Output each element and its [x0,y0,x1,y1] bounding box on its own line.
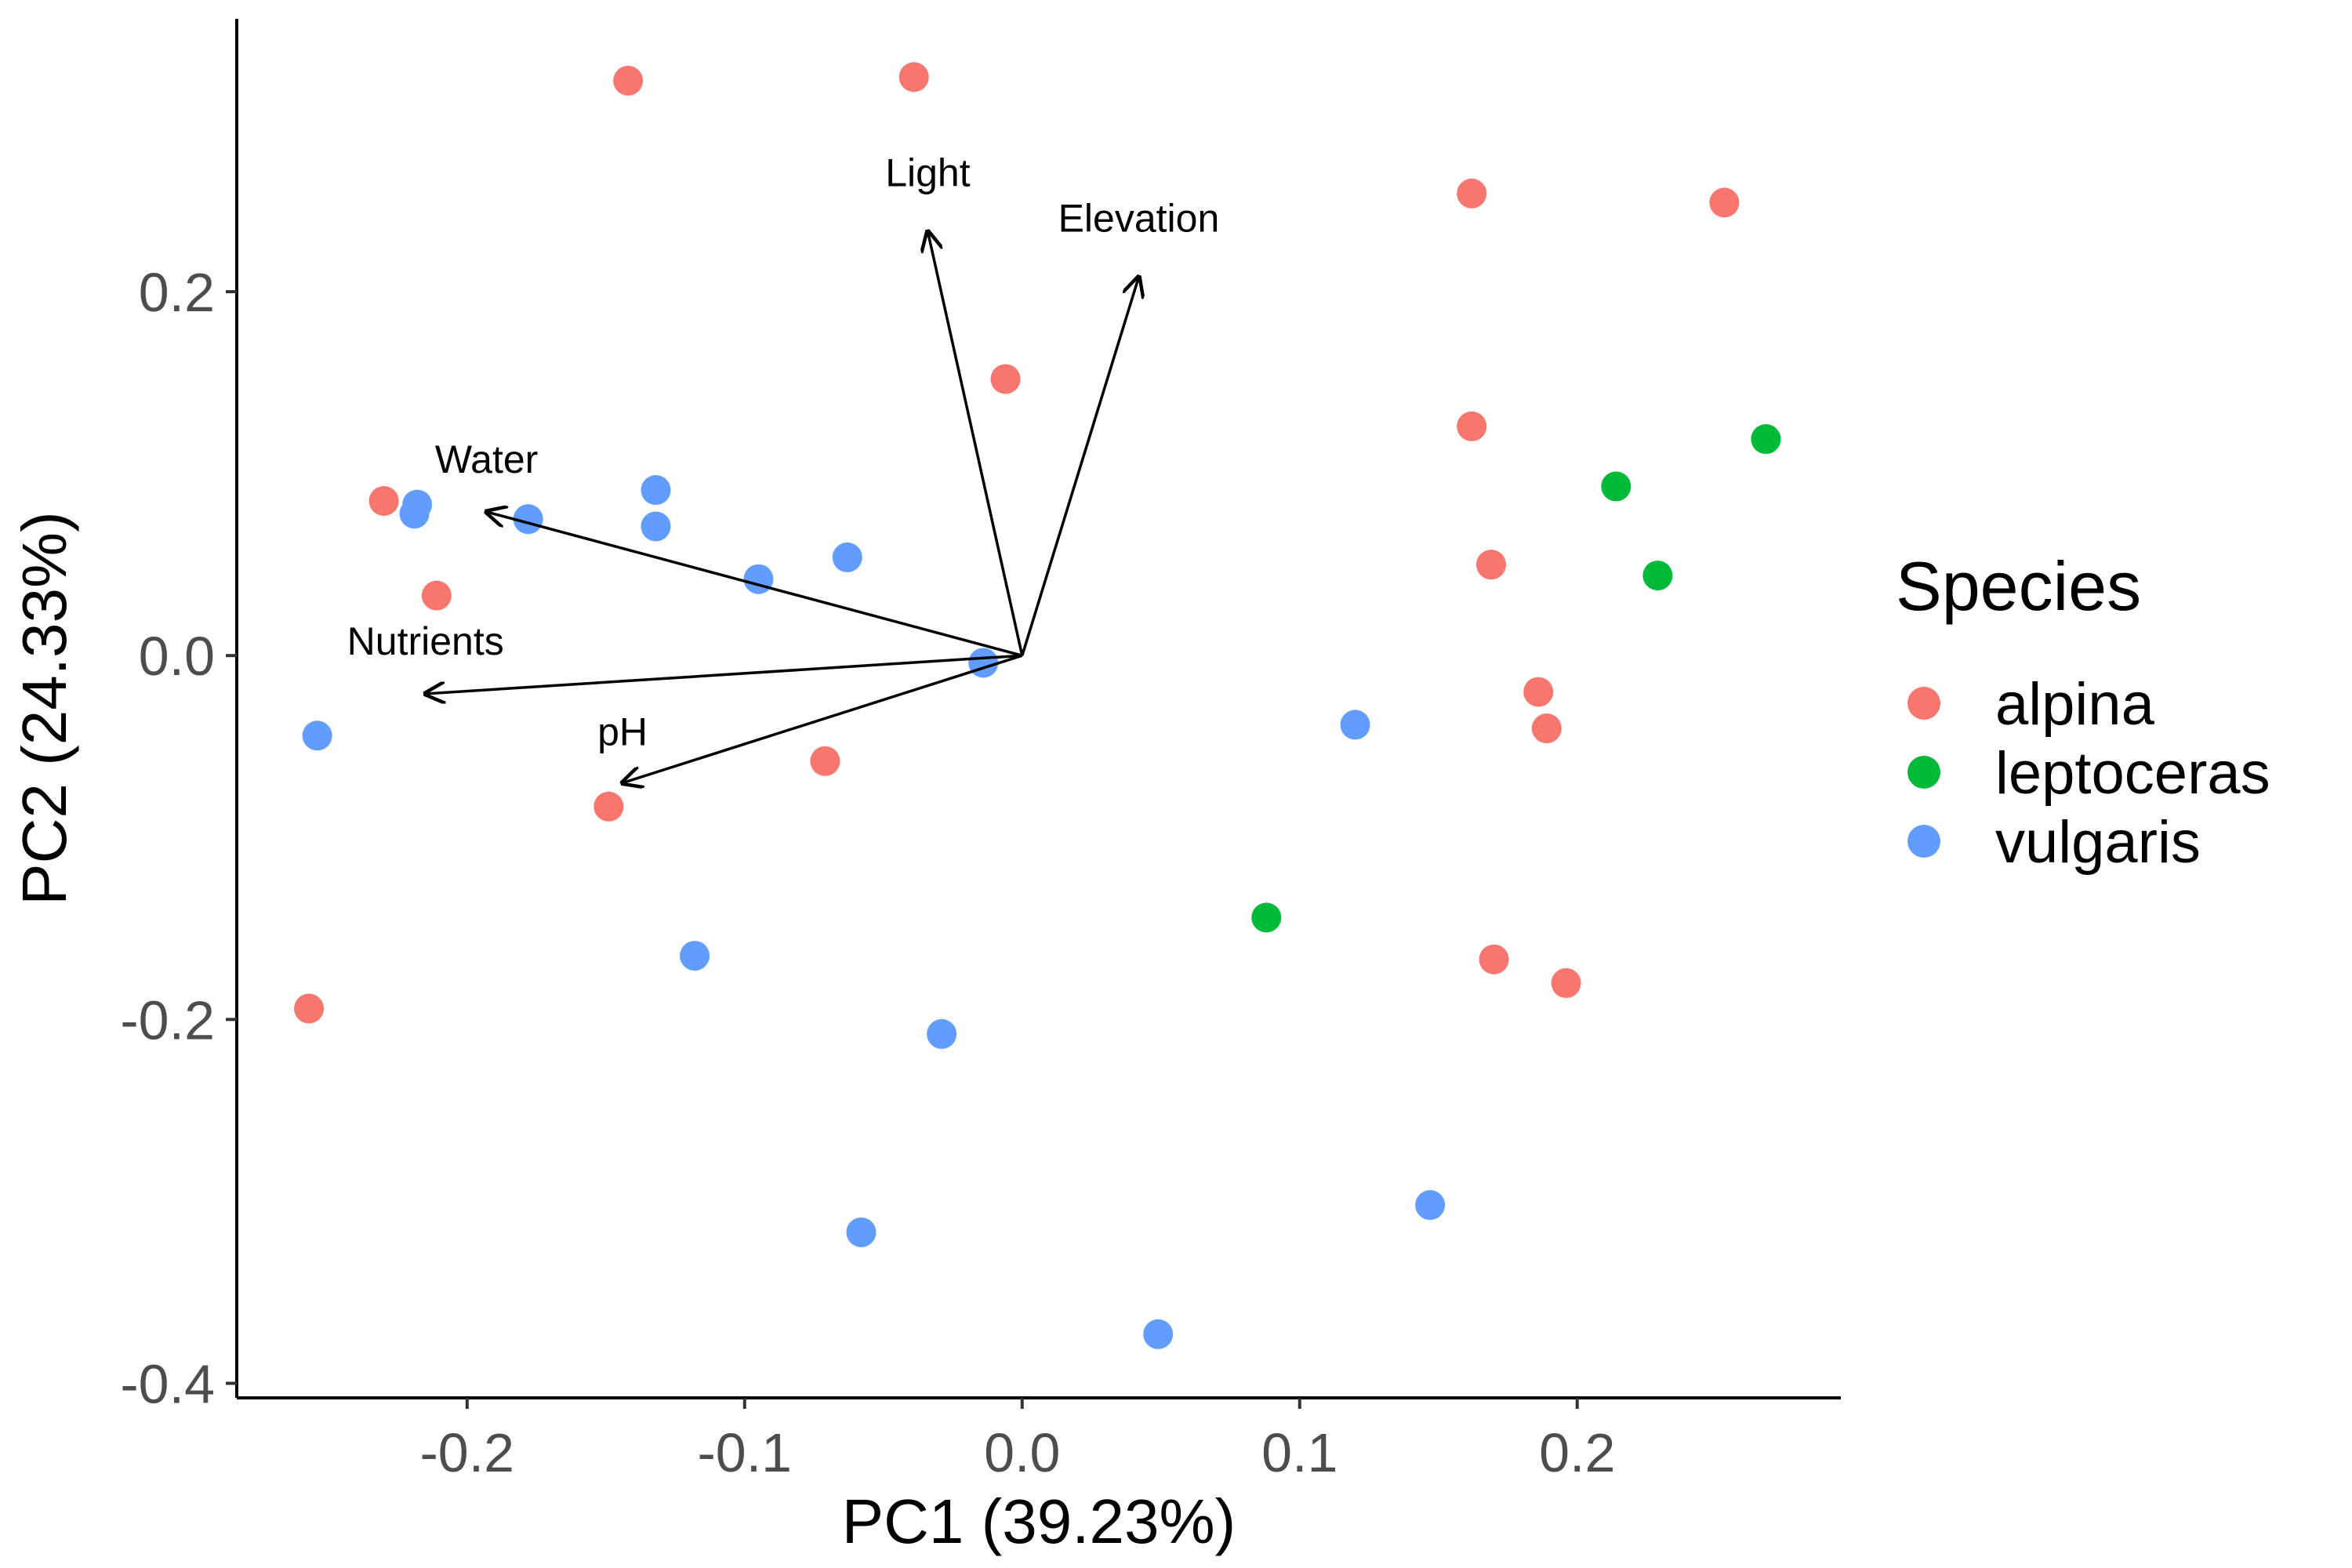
point-alpina [990,364,1021,394]
point-alpina [1709,187,1740,218]
point-vulgaris [641,511,671,542]
loading-arrow-light [927,232,1024,656]
point-leptoceras [1601,471,1632,502]
point-alpina [294,993,325,1024]
loading-labels-layer: Light Elevation Water Nutrients pH [347,151,1220,754]
y-tick-label: -0.2 [120,989,215,1051]
point-leptoceras [1751,424,1781,455]
loading-label-light: Light [885,151,971,195]
point-vulgaris [302,720,332,751]
loading-arrow-nutrients [426,654,1022,694]
legend-label-leptoceras: leptoceras [1995,740,2270,807]
x-tick-label: -0.1 [697,1422,792,1483]
y-axis-ticks: 0.2 0.0 -0.2 -0.4 [120,262,237,1414]
x-tick-label: 0.2 [1539,1422,1615,1483]
point-alpina [1551,967,1581,998]
legend-label-vulgaris: vulgaris [1995,809,2201,876]
point-alpina [898,62,929,93]
point-vulgaris [1143,1319,1174,1349]
x-tick-label: 0.0 [984,1422,1060,1483]
point-leptoceras [1251,902,1282,933]
loading-label-nutrients: Nutrients [347,619,504,663]
loading-arrow-elevation [1021,278,1139,656]
point-alpina [1479,944,1509,975]
x-axis-title: PC1 (39.23%) [842,1486,1236,1556]
points-layer [294,62,1781,1349]
point-leptoceras [1642,561,1673,591]
loading-label-elevation: Elevation [1058,197,1220,241]
point-vulgaris [832,542,862,572]
point-alpina [421,580,452,611]
point-vulgaris [968,648,999,678]
point-alpina [1523,677,1554,707]
y-tick-label: 0.2 [139,262,215,323]
point-vulgaris [680,941,710,971]
point-alpina [1475,550,1506,580]
loading-arrow-water [487,512,1023,657]
point-vulgaris [1340,710,1370,740]
legend-key-vulgaris [1907,825,1940,858]
legend-key-alpina [1907,687,1940,720]
point-vulgaris [846,1217,877,1247]
point-alpina [593,791,624,822]
point-alpina [1457,411,1487,441]
legend-label-alpina: alpina [1995,671,2155,738]
point-vulgaris [1415,1190,1446,1221]
point-vulgaris [927,1018,957,1049]
y-tick-label: 0.0 [139,626,215,687]
plot-panel: Light Elevation Water Nutrients pH [294,62,1781,1349]
point-alpina [1457,178,1487,209]
x-tick-label: -0.2 [419,1422,514,1483]
x-tick-label: 0.1 [1261,1422,1338,1483]
legend-title: Species [1896,547,2141,625]
point-vulgaris [399,499,430,529]
point-vulgaris [743,564,774,594]
x-axis-ticks: -0.2 -0.1 0.0 0.1 0.2 [419,1398,1615,1483]
point-vulgaris [513,504,543,535]
point-alpina [810,746,840,776]
loading-arrow-ph [622,654,1023,782]
point-alpina [1531,713,1562,744]
loading-arrows-layer [426,232,1139,783]
point-vulgaris [641,475,671,506]
loading-label-ph: pH [597,710,648,754]
point-alpina [613,65,644,96]
point-alpina [368,485,399,516]
y-tick-label: -0.4 [120,1353,215,1414]
legend-key-leptoceras [1907,756,1940,789]
loading-label-water: Water [435,437,539,481]
y-axis-title: PC2 (24.33%) [9,511,79,905]
axes: -0.2 -0.1 0.0 0.1 0.2 0.2 0.0 -0.2 -0.4 [120,19,1841,1483]
